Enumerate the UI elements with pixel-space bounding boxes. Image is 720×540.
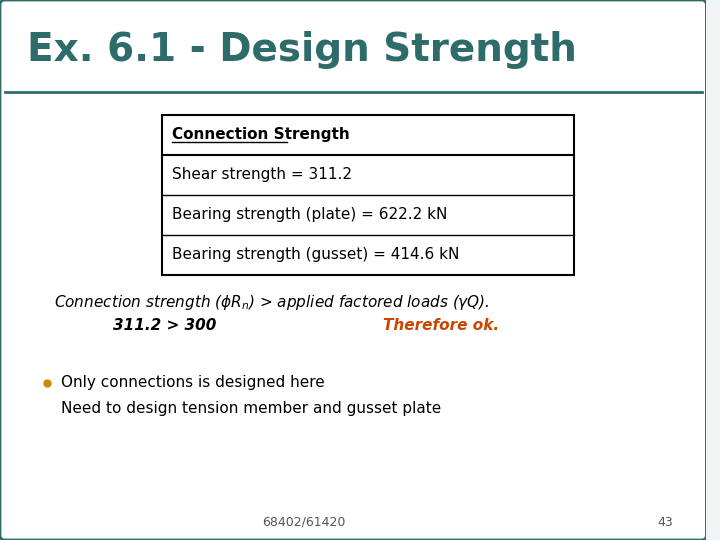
Text: Ex. 6.1 - Design Strength: Ex. 6.1 - Design Strength [27,31,577,69]
Text: Bearing strength (plate) = 622.2 kN: Bearing strength (plate) = 622.2 kN [171,207,447,222]
Text: Therefore ok.: Therefore ok. [382,318,499,333]
Text: 68402/61420: 68402/61420 [263,516,346,529]
Text: Connection Strength: Connection Strength [171,127,349,143]
Text: 43: 43 [657,516,673,529]
Text: Bearing strength (gusset) = 414.6 kN: Bearing strength (gusset) = 414.6 kN [171,247,459,262]
Text: Need to design tension member and gusset plate: Need to design tension member and gusset… [60,402,441,416]
Text: Connection strength ($\phi$R$_n$) > applied factored loads ($\gamma$Q).: Connection strength ($\phi$R$_n$) > appl… [54,294,490,313]
Text: Only connections is designed here: Only connections is designed here [60,375,325,390]
Text: 311.2 > 300: 311.2 > 300 [113,318,216,333]
Bar [162,115,574,275]
Text: Shear strength = 311.2: Shear strength = 311.2 [171,167,351,183]
